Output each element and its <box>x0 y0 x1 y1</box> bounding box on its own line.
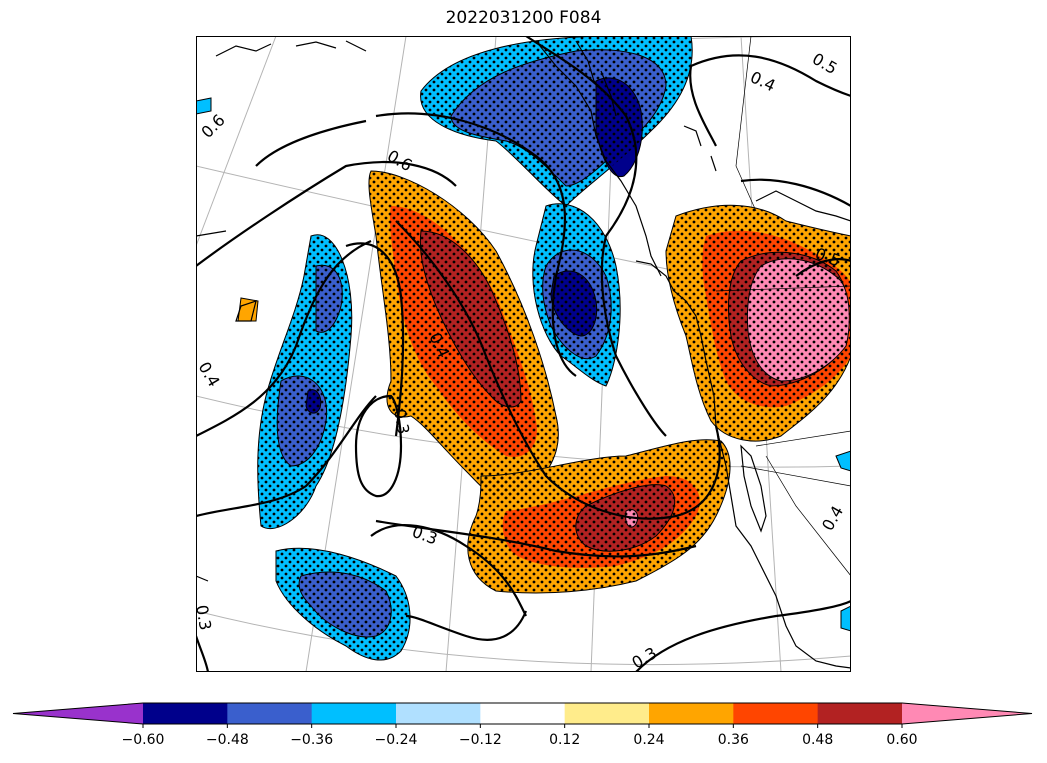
colorbar-segment <box>649 703 734 724</box>
colorbar-extend-high <box>902 703 1032 724</box>
contour-label: 0.4 <box>196 359 224 391</box>
contour-label: 0.4 <box>747 67 778 95</box>
colorbar-segment <box>733 703 819 724</box>
contour-lines <box>196 36 851 672</box>
contour-label: 0.6 <box>197 110 228 141</box>
contour-label: 0.3 <box>196 603 215 631</box>
map-frame-border <box>196 36 851 672</box>
stippling-overlay <box>257 36 851 661</box>
contour-label: 0.5 <box>809 49 841 78</box>
colorbar-tick-label: 0.12 <box>549 732 580 748</box>
colorbar: −0.60 −0.48 −0.36 −0.24 −0.12 0.12 0.24 0.36 0.4… <box>12 702 1033 748</box>
colorbar-tick-label: −0.36 <box>290 732 333 748</box>
colorbar-tick-label: −0.60 <box>122 732 165 748</box>
colorbar-tick-label: 0.48 <box>802 732 833 748</box>
coastlines <box>196 40 851 669</box>
colorbar-tick-label: 0.60 <box>886 732 917 748</box>
contour-label: 0.4 <box>818 502 847 534</box>
colorbar-segment <box>143 703 228 724</box>
colorbar-tick-label: 0.24 <box>633 732 664 748</box>
map-canvas: 0.5 0.4 0.6 0.6 0.5 0.4 0.4 0.3 0.3 0.3 … <box>196 36 851 672</box>
colorbar-segment <box>817 703 903 724</box>
colorbar-tick-label: −0.48 <box>206 732 249 748</box>
colorbar-tick-label: −0.24 <box>375 732 418 748</box>
colorbar-tick-label: 0.36 <box>718 732 749 748</box>
contour-label: 0.3 <box>629 643 661 672</box>
map-panel: 0.5 0.4 0.6 0.6 0.5 0.4 0.4 0.3 0.3 0.3 … <box>196 36 851 672</box>
colorbar-segment <box>311 703 397 724</box>
map-title: 2022031200 F084 <box>445 8 602 28</box>
colorbar-extend-low <box>13 703 143 724</box>
colorbar-tick-label: −0.12 <box>459 732 502 748</box>
colorbar-segment <box>480 703 566 724</box>
colorbar-segment <box>227 703 313 724</box>
contour-label: 0.3 <box>410 522 440 549</box>
colorbar-segment <box>396 703 481 724</box>
political-borders <box>715 36 851 577</box>
contour-label: 0.3 <box>390 407 413 435</box>
colorbar-segment <box>564 703 650 724</box>
contour-label: 0.6 <box>384 146 416 175</box>
